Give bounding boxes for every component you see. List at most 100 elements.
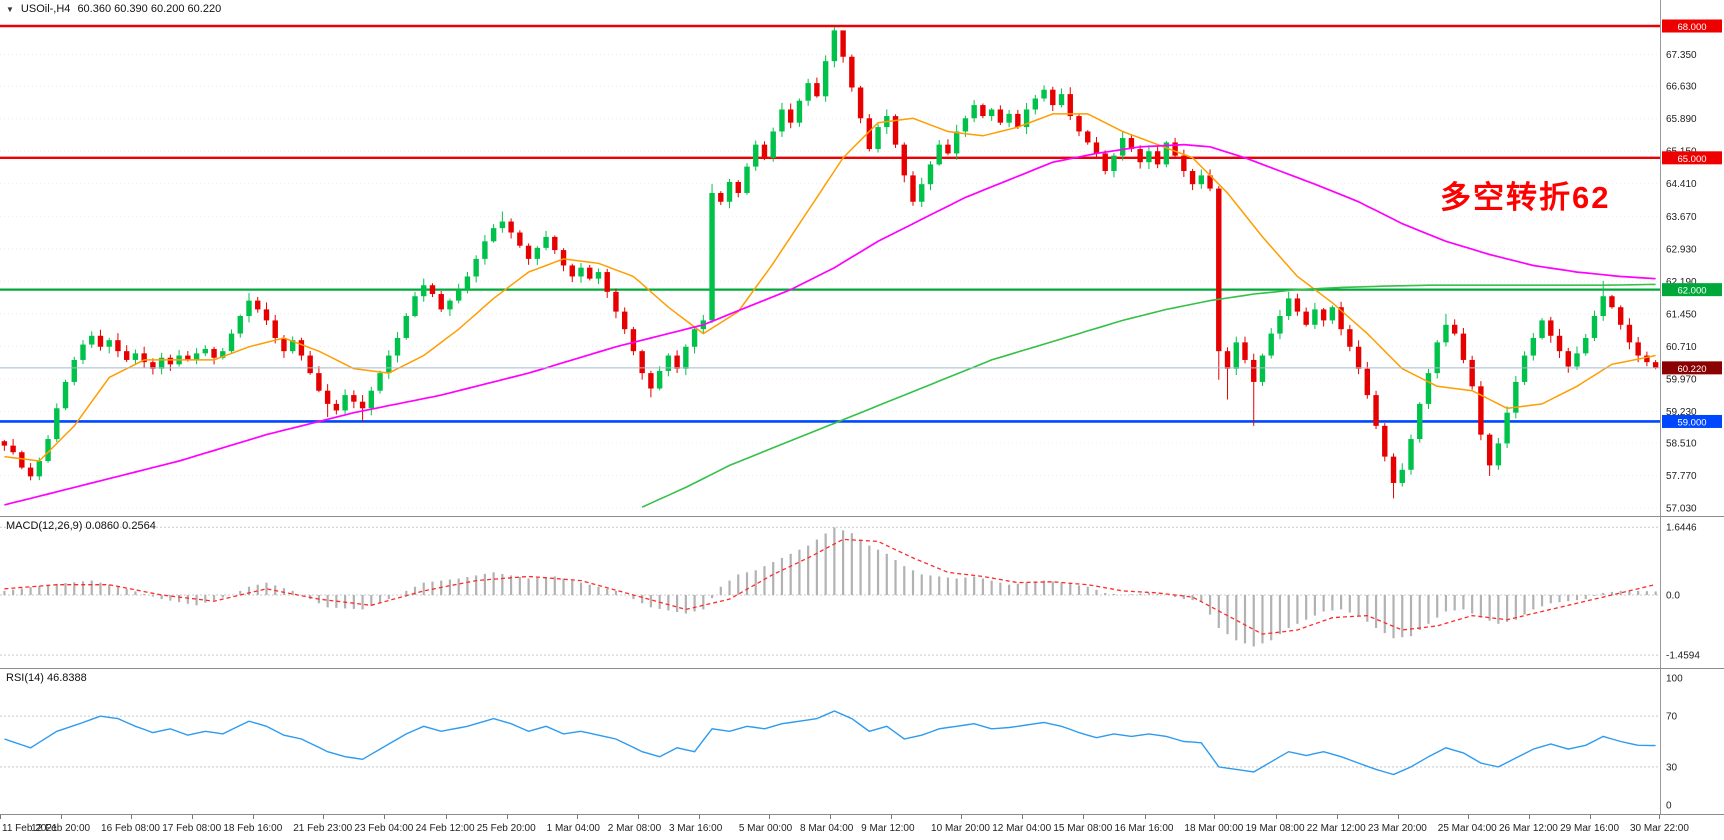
time-axis-label: 10 Mar 20:00 [931, 823, 990, 834]
price-axis-label: 57.770 [1666, 471, 1697, 482]
time-axis-label: 3 Mar 16:00 [668, 823, 723, 834]
time-tick-mark [768, 815, 770, 819]
hline-tag-62.000: 62.000 [1662, 283, 1722, 297]
time-tick-mark [891, 815, 893, 819]
price-axis-label: 58.510 [1666, 438, 1697, 449]
time-axis-label: 8 Mar 04:00 [800, 823, 854, 834]
price-axis-label: 59.970 [1666, 374, 1697, 385]
time-tick-mark [830, 815, 831, 819]
rsi-axis-label: 0 [1666, 801, 1672, 812]
time-axis-label: 18 Mar 00:00 [1184, 823, 1244, 834]
time-tick-mark [698, 815, 700, 819]
time-tick-mark [445, 815, 447, 819]
rsi-pane-canvas[interactable]: 100 70 30 0 [0, 669, 1724, 814]
price-pane-canvas[interactable]: 68.00067.35066.63065.89065.15064.41063.6… [0, 0, 1724, 516]
time-tick-mark [1336, 815, 1338, 819]
time-axis-label: 11 Feb 2021 [2, 823, 58, 834]
time-axis-label: 23 Mar 20:00 [1367, 823, 1427, 834]
ohlc-readout: 60.360 60.390 60.200 60.220 [77, 3, 222, 15]
time-axis-label: 26 Mar 12:00 [1498, 823, 1558, 834]
macd-signal-line [4, 538, 1656, 635]
price-axis-label: 62.930 [1666, 244, 1697, 255]
macd-axis-label: 1.6446 [1666, 523, 1697, 534]
ma-slow-green-line[interactable] [641, 283, 1656, 508]
macd-indicator-title: MACD(12,26,9) 0.0860 0.2564 [6, 520, 156, 532]
price-axis-label: 66.630 [1666, 82, 1697, 93]
time-tick-mark [384, 815, 386, 819]
time-axis-label: 16 Feb 08:00 [101, 823, 160, 834]
time-tick-mark [1590, 815, 1592, 819]
time-tick-mark [1397, 815, 1399, 819]
time-tick-mark [131, 815, 133, 819]
time-axis-label: 22 Mar 12:00 [1306, 823, 1366, 834]
symbol-timeframe-label: USOil-,H4 [20, 3, 71, 15]
time-tick-mark [1275, 815, 1277, 819]
price-pane[interactable]: 68.00067.35066.63065.89065.15064.41063.6… [0, 0, 1724, 516]
time-tick-mark [1214, 815, 1216, 819]
price-axis-label: 65.890 [1666, 114, 1697, 125]
macd-pane[interactable]: 1.6446 0.0 -1.4594 MACD(12,26,9) 0.0860 0.… [0, 516, 1724, 668]
time-tick-mark [1022, 815, 1024, 819]
price-axis-label: 63.670 [1666, 212, 1697, 223]
time-axis-label: 16 Mar 16:00 [1114, 823, 1174, 834]
svg-text:68.000: 68.000 [1677, 22, 1706, 33]
time-axis-label: 9 Mar 12:00 [861, 823, 915, 834]
ma-mid-magenta-line[interactable] [4, 143, 1656, 506]
time-axis-label: 25 Feb 20:00 [476, 823, 536, 834]
time-axis-label: 1 Mar 04:00 [546, 823, 600, 834]
hline-tag-68.000: 68.000 [1662, 19, 1722, 33]
time-tick-mark [637, 815, 639, 819]
time-tick-mark [253, 815, 255, 819]
time-axis-label: 12 Feb 20:00 [31, 823, 91, 834]
time-tick-mark [192, 815, 194, 819]
price-axis-label: 57.030 [1666, 504, 1697, 515]
time-axis-label: 5 Mar 00:00 [738, 823, 793, 834]
rsi-indicator-title: RSI(14) 46.8388 [6, 672, 87, 684]
svg-text:59.000: 59.000 [1677, 417, 1706, 428]
rsi-pane[interactable]: 100 70 30 0 RSI(14) 46.8388 [0, 668, 1724, 814]
rsi-line [4, 710, 1656, 776]
time-axis-label: 15 Mar 08:00 [1053, 823, 1113, 834]
time-tick-mark [576, 815, 578, 819]
time-tick-mark [1659, 815, 1660, 819]
time-tick-mark [1528, 815, 1530, 819]
time-tick-mark [1144, 815, 1146, 819]
hline-tag-59.000: 59.000 [1662, 414, 1722, 428]
macd-axis-label: -1.4594 [1666, 651, 1700, 662]
rsi-axis-label: 70 [1666, 712, 1678, 723]
time-axis-label: 12 Mar 04:00 [992, 823, 1052, 834]
price-axis-label: 62.190 [1666, 277, 1697, 288]
price-axis-label: 67.350 [1666, 50, 1697, 61]
macd-axis-label: 0.0 [1666, 591, 1680, 602]
time-axis[interactable]: 11 Feb 2021 12 Feb 20:00 16 Feb 08:00 17 Fe… [0, 814, 1724, 840]
svg-text:60.220: 60.220 [1677, 364, 1706, 375]
price-axis-label: 64.410 [1666, 179, 1697, 190]
time-axis-label: 21 Feb 23:00 [293, 823, 353, 834]
time-axis-label: 19 Mar 08:00 [1245, 823, 1305, 834]
current-price-tag: 60.220 [1662, 361, 1722, 375]
time-tick-mark [61, 815, 63, 819]
time-axis-label: 25 Mar 04:00 [1437, 823, 1497, 834]
time-axis-label: 29 Mar 16:00 [1560, 823, 1620, 834]
time-tick-mark [1467, 815, 1469, 819]
time-axis-label: 24 Feb 12:00 [415, 823, 475, 834]
time-axis-label: 18 Feb 16:00 [223, 823, 283, 834]
rsi-axis-label: 30 [1666, 762, 1678, 773]
time-axis-label: 23 Feb 04:00 [354, 823, 414, 834]
time-tick-mark [506, 815, 508, 819]
time-tick-mark [1083, 815, 1085, 819]
chart-annotation-text[interactable]: 多空转折62 [1440, 180, 1611, 215]
time-tick-mark [323, 815, 325, 819]
symbol-dropdown-icon[interactable]: ▼ [6, 4, 14, 14]
svg-text:65.000: 65.000 [1677, 154, 1706, 165]
price-axis-label: 61.450 [1666, 309, 1697, 320]
time-axis-label: 2 Mar 08:00 [607, 823, 662, 834]
macd-pane-canvas[interactable]: 1.6446 0.0 -1.4594 [0, 517, 1724, 668]
ma-fast-orange-line[interactable] [4, 113, 1656, 462]
chart-symbol-title: ▼ USOil-,H4 60.360 60.390 60.200 60.220 [6, 3, 221, 15]
time-tick-mark [961, 815, 963, 819]
price-axis-label: 60.710 [1666, 342, 1697, 353]
hline-tag-65.000: 65.000 [1662, 151, 1722, 165]
price-axis-label: 59.230 [1666, 407, 1697, 418]
